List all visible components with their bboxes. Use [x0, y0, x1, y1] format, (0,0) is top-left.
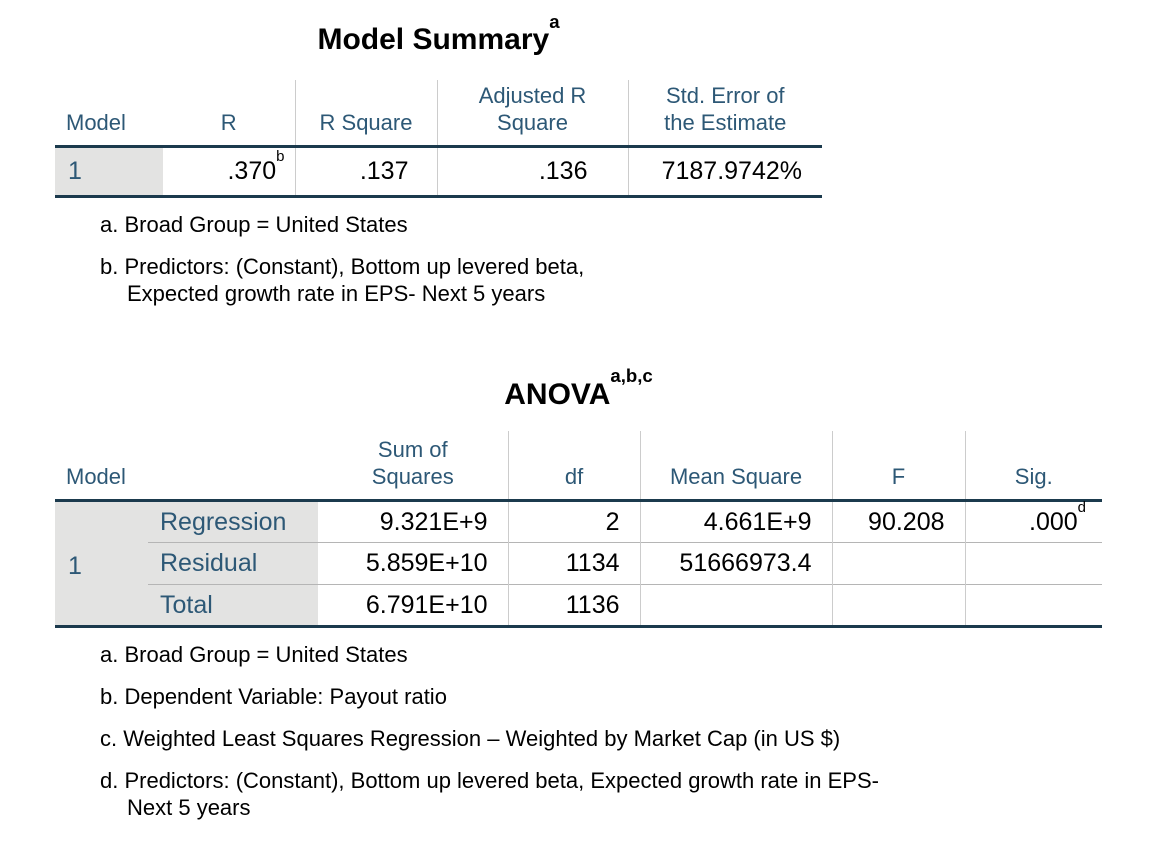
- anova-title-superscript: a,b,c: [610, 365, 653, 387]
- model-summary-r-value-text: .370: [227, 156, 277, 185]
- model-summary-table: Model R R Square Adjusted R Square Std. …: [55, 80, 822, 198]
- model-summary-header-model: Model: [55, 80, 163, 148]
- anova-row-residual: Residual 5.859E+10 1134 51666973.4: [55, 542, 1103, 585]
- model-summary-header-r: R: [163, 80, 295, 148]
- anova-header-df: df: [507, 430, 641, 502]
- model-summary-footnote-b: b. Predictors: (Constant), Bottom up lev…: [100, 253, 585, 306]
- anova-residual-df: 1134: [507, 542, 641, 585]
- anova-total-f: [831, 584, 966, 628]
- anova-regression-sig: .000d: [964, 498, 1103, 543]
- anova-regression-mean-square: 4.661E+9: [639, 500, 833, 543]
- model-summary-section: Model Summarya Model R R Square Adjusted…: [0, 12, 1176, 307]
- anova-footnote-d: d. Predictors: (Constant), Bottom up lev…: [100, 768, 879, 820]
- model-summary-model-number: 1: [55, 146, 163, 198]
- anova-title: ANOVAa,b,c: [55, 366, 1102, 413]
- anova-footnotes: a. Broad Group = United States b. Depend…: [100, 641, 1160, 821]
- model-summary-r-square-value: .137: [294, 146, 437, 198]
- anova-residual-f: [831, 542, 966, 585]
- anova-total-label: Total: [148, 584, 319, 628]
- anova-row-total: Total 6.791E+10 1136: [55, 584, 1103, 628]
- model-summary-header-std-error: Std. Error of the Estimate: [627, 80, 822, 148]
- anova-title-text: ANOVA: [504, 377, 611, 411]
- anova-total-sig: [964, 584, 1103, 628]
- model-summary-data-row: 1 .370b .137 .136 7187.9742%: [55, 146, 822, 198]
- anova-regression-sum-of-squares: 9.321E+9: [379, 507, 488, 536]
- anova-residual-mean-square: 51666973.4: [639, 542, 833, 585]
- anova-model-number: 1: [55, 500, 148, 628]
- anova-regression-sig-text: .000: [1029, 507, 1078, 536]
- anova-regression-sig-superscript: d: [1077, 498, 1087, 516]
- anova-total-df: 1136: [507, 584, 641, 628]
- model-summary-title-superscript: a: [549, 10, 560, 32]
- anova-header-f: F: [831, 430, 966, 502]
- model-summary-r-superscript: b: [276, 147, 285, 165]
- anova-regression-f: 90.208: [831, 500, 966, 543]
- anova-header-sum-of-squares: Sum of Squares: [318, 430, 509, 502]
- model-summary-header-adjusted-r-square: Adjusted R Square: [436, 80, 628, 148]
- model-summary-std-error-value: 7187.9742%: [627, 146, 822, 198]
- anova-regression-df: 2: [507, 500, 641, 543]
- anova-table: Model Sum of Squares df Mean Square F Si…: [55, 430, 1103, 628]
- model-summary-title: Model Summarya: [55, 12, 822, 58]
- anova-regression-label: Regression: [148, 500, 319, 543]
- anova-residual-label: Residual: [148, 542, 319, 585]
- model-summary-r-value: .370b: [163, 146, 295, 198]
- model-summary-title-text: Model Summary: [317, 23, 550, 56]
- anova-header-row: Model Sum of Squares df Mean Square F Si…: [55, 430, 1103, 502]
- model-summary-footnotes: a. Broad Group = United States b. Predic…: [100, 211, 1176, 307]
- model-summary-header-r-square: R Square: [294, 80, 437, 148]
- anova-header-mean-square: Mean Square: [639, 430, 833, 502]
- anova-header-sig: Sig.: [964, 430, 1103, 502]
- anova-footnote-a: a. Broad Group = United States: [100, 642, 408, 667]
- model-summary-footnote-a: a. Broad Group = United States: [100, 211, 408, 237]
- anova-footnote-b: b. Dependent Variable: Payout ratio: [100, 684, 447, 709]
- anova-row-regression: 1 Regression 9.321E+9 2 4.661E+9 90.208 …: [55, 498, 1103, 628]
- anova-total-sum-of-squares: 6.791E+10: [318, 584, 509, 628]
- anova-residual-sum-of-squares: 5.859E+10: [318, 542, 509, 585]
- anova-header-model: Model: [55, 430, 319, 502]
- anova-section: ANOVAa,b,c Model Sum of Squares df Mean …: [0, 366, 1176, 822]
- model-summary-header-row: Model R R Square Adjusted R Square Std. …: [55, 80, 822, 148]
- anova-footnote-c: c. Weighted Least Squares Regression – W…: [100, 726, 841, 751]
- anova-total-mean-square: [639, 584, 833, 628]
- anova-residual-sig: [964, 542, 1103, 585]
- model-summary-adjusted-r-square-value: .136: [436, 146, 628, 198]
